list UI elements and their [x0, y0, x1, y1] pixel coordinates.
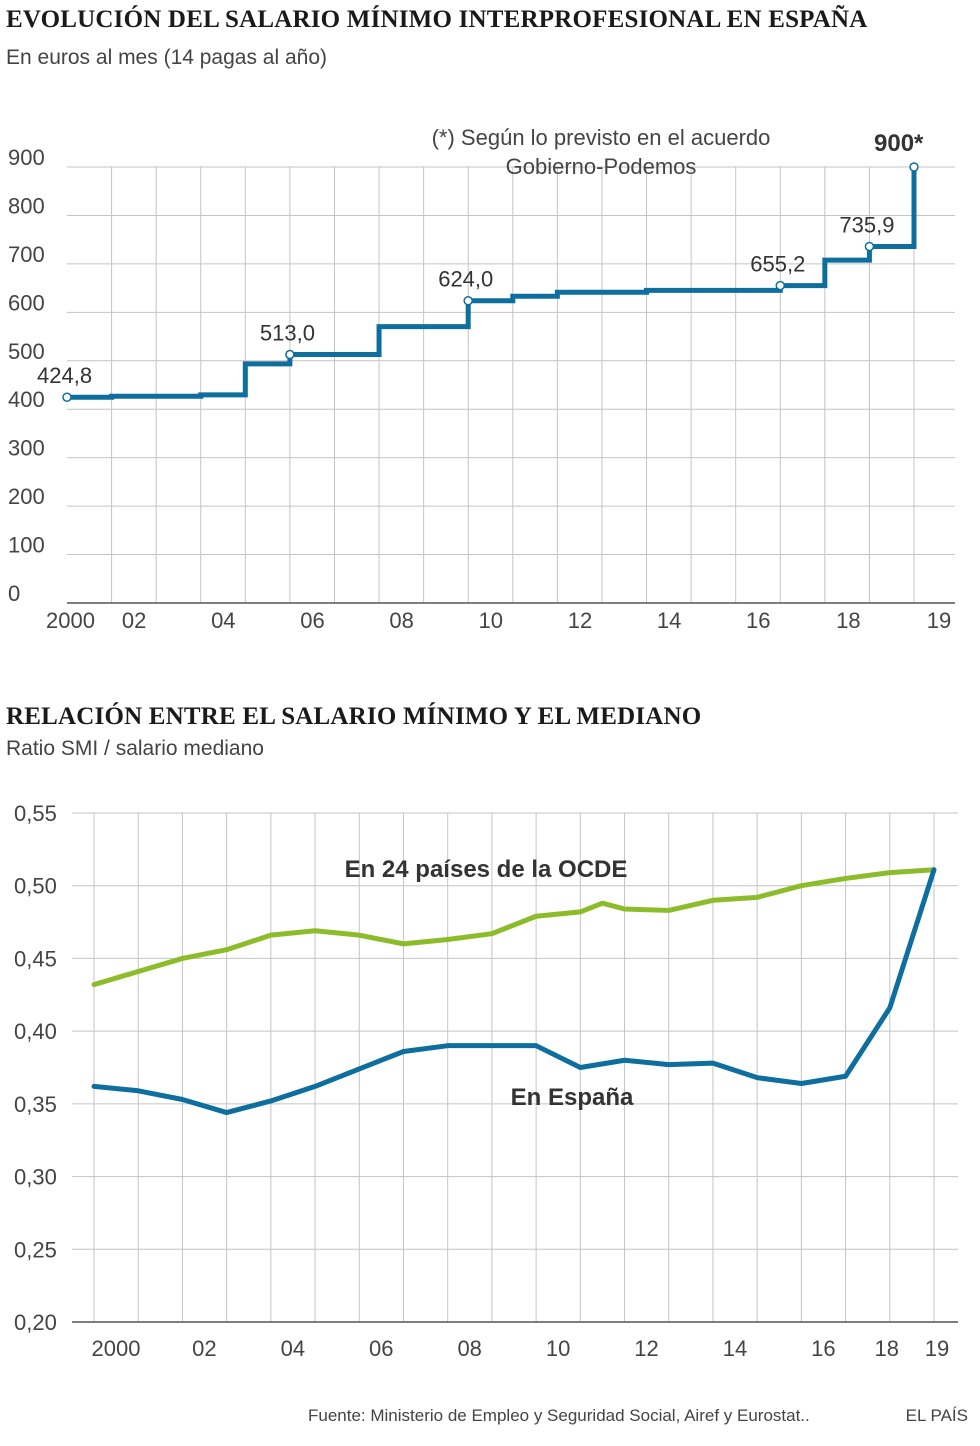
chart1-x-tick-label: 06 — [300, 608, 324, 633]
footer-source: Fuente: Ministerio de Empleo y Seguridad… — [308, 1406, 810, 1425]
chart1-y-tick-label: 500 — [8, 339, 45, 364]
chart1-y-tick-label: 0 — [8, 581, 20, 606]
chart1-data-point — [463, 295, 473, 306]
chart1-data-point — [909, 162, 919, 172]
chart2-x-tick-label: 06 — [369, 1336, 393, 1361]
chart2-x-tick-label: 16 — [811, 1336, 835, 1361]
chart2-y-tick-label: 0,55 — [14, 801, 57, 826]
chart1-y-tick-label: 400 — [8, 387, 45, 412]
chart2-y-tick-label: 0,25 — [14, 1237, 57, 1262]
chart1-y-tick-label: 100 — [8, 533, 45, 558]
chart1-x-tick-label: 10 — [479, 608, 503, 633]
chart1-y-tick-label: 700 — [8, 242, 45, 267]
chart2-x-tick-label: 08 — [457, 1336, 481, 1361]
chart2-x-tick-label: 14 — [723, 1336, 747, 1361]
chart2-series-line-espana — [91, 867, 937, 1116]
chart1-y-tick-label: 600 — [8, 290, 45, 315]
chart1-data-point — [62, 392, 72, 402]
chart1-series-line — [67, 167, 917, 400]
chart2-x-tick-label: 12 — [634, 1336, 658, 1361]
chart1-x-tick-label: 02 — [122, 608, 146, 633]
chart1-data-label: 735,9 — [839, 212, 894, 237]
chart1-title: EVOLUCIÓN DEL SALARIO MÍNIMO INTERPROFES… — [6, 6, 868, 33]
chart1-grid — [67, 166, 955, 603]
chart2-x-tick-label: 2000 — [92, 1336, 141, 1361]
chart2-y-tick-label: 0,40 — [14, 1019, 57, 1044]
chart1-y-tick-label: 900 — [8, 145, 45, 170]
chart1-x-tick-label: 12 — [568, 608, 592, 633]
chart1-y-tick-label: 300 — [8, 436, 45, 461]
chart2-x-tick-label: 19 — [925, 1336, 949, 1361]
chart2-ratio-line-chart: 0,20 0,25 0,30 0,35 0,40 0,45 0,50 0,55 2000 02 04… — [14, 801, 958, 1361]
chart1-data-label: 900* — [874, 130, 924, 157]
chart2-x-tick-label: 02 — [192, 1336, 216, 1361]
chart1-data-label: 513,0 — [260, 320, 315, 345]
chart2-y-tick-label: 0,30 — [14, 1165, 57, 1190]
chart1-data-point — [775, 280, 786, 291]
chart1-data-point — [285, 349, 295, 360]
chart2-series-label-espana: En España — [511, 1084, 634, 1111]
chart1-step-line-chart: 0 100 200 300 400 500 600 700 800 900 2000 02 04 06 08… — [8, 125, 955, 633]
chart1-x-tick-label: 18 — [836, 608, 860, 633]
chart1-data-label: 424,8 — [37, 363, 92, 388]
chart2-y-tick-label: 0,20 — [14, 1310, 57, 1335]
chart2-y-tick-label: 0,50 — [14, 874, 57, 899]
chart1-data-label: 624,0 — [438, 267, 493, 292]
chart1-y-tick-label: 800 — [8, 193, 45, 218]
chart2-y-tick-label: 0,45 — [14, 946, 57, 971]
chart2-title: RELACIÓN ENTRE EL SALARIO MÍNIMO Y EL ME… — [6, 703, 702, 730]
chart2-series-label-ocde: En 24 países de la OCDE — [345, 856, 628, 883]
chart1-data-label: 655,2 — [750, 252, 805, 277]
chart2-x-tick-label: 04 — [281, 1336, 305, 1361]
chart1-data-point — [864, 241, 875, 252]
chart1-x-tick-label: 04 — [211, 608, 235, 633]
chart1-x-tick-label: 14 — [657, 608, 681, 633]
chart1-x-tick-label: 2000 — [46, 608, 95, 633]
chart2-grid — [72, 812, 958, 1322]
chart1-x-tick-label: 08 — [389, 608, 413, 633]
chart2-x-tick-label: 10 — [546, 1336, 570, 1361]
chart1-x-tick-label: 19 — [927, 608, 951, 633]
chart2-y-tick-label: 0,35 — [14, 1092, 57, 1117]
chart1-note-line: Gobierno-Podemos — [506, 154, 697, 179]
footer-brand: EL PAÍS — [905, 1406, 968, 1425]
chart2-series-line-ocde — [91, 867, 937, 988]
chart2-x-tick-label: 18 — [875, 1336, 899, 1361]
chart1-y-tick-label: 200 — [8, 484, 45, 509]
chart2-subtitle: Ratio SMI / salario mediano — [6, 737, 264, 760]
chart1-note-line: (*) Según lo previsto en el acuerdo — [432, 125, 771, 150]
chart1-subtitle: En euros al mes (14 pagas al año) — [6, 46, 328, 69]
chart1-x-tick-label: 16 — [746, 608, 770, 633]
